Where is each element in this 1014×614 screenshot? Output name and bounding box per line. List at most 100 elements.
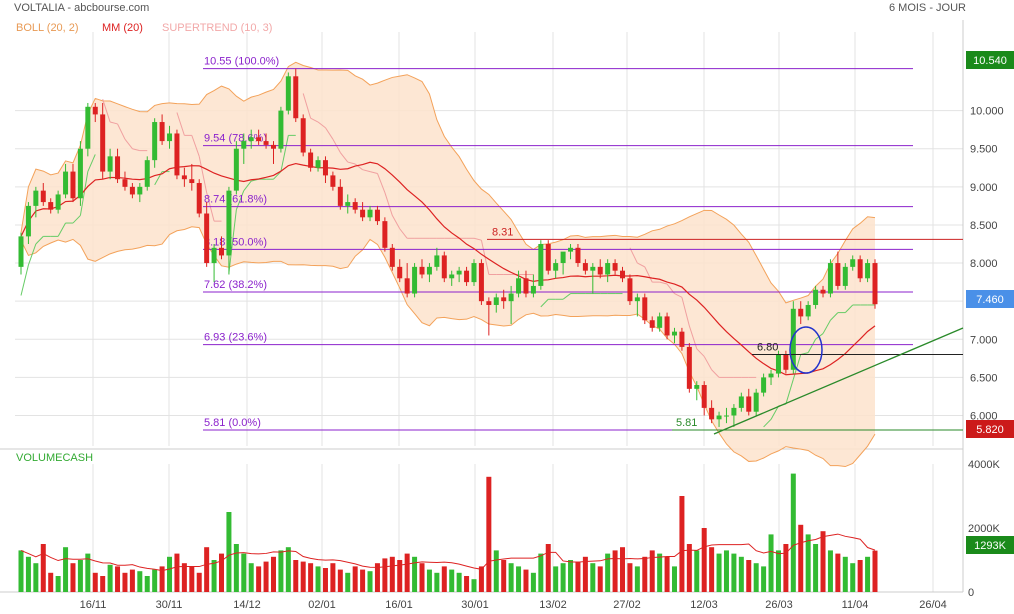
candle-body bbox=[723, 415, 729, 417]
candle-body bbox=[189, 179, 195, 184]
candle-body bbox=[835, 263, 841, 286]
volume-bar bbox=[144, 576, 150, 592]
volume-bar bbox=[686, 544, 692, 592]
candle-body bbox=[538, 244, 544, 286]
supertrend-segment bbox=[362, 169, 371, 173]
volume-bar bbox=[620, 547, 626, 592]
legend-boll[interactable]: BOLL (20, 2) bbox=[16, 22, 79, 34]
supertrend-segment bbox=[117, 123, 126, 140]
legend-supertrend[interactable]: SUPERTREND (10, 3) bbox=[162, 22, 273, 34]
volume-bar bbox=[464, 576, 470, 592]
candle-body bbox=[620, 270, 626, 279]
x-tick-label: 11/04 bbox=[842, 599, 869, 611]
supertrend-segment bbox=[807, 339, 817, 353]
volume-bar bbox=[664, 556, 670, 592]
volume-bar bbox=[486, 476, 492, 592]
last-price-badge-text: 7.460 bbox=[976, 294, 1004, 306]
supertrend-segment bbox=[20, 264, 29, 296]
top-price-badge-text: 10.540 bbox=[973, 55, 1007, 67]
mm-line bbox=[20, 161, 876, 376]
candle-body bbox=[167, 133, 173, 142]
supertrend-segment bbox=[132, 148, 140, 152]
candle-body bbox=[582, 263, 588, 271]
candle-body bbox=[219, 247, 225, 256]
candle-body bbox=[820, 289, 826, 294]
volume-bar bbox=[300, 561, 306, 592]
candle-body bbox=[738, 396, 744, 408]
volume-bar bbox=[397, 560, 403, 592]
top-price-badge bbox=[966, 51, 1014, 69]
candle-body bbox=[501, 297, 507, 302]
candle-body bbox=[434, 255, 440, 267]
supertrend-segment bbox=[198, 156, 208, 193]
legend-volume[interactable]: VOLUMECASH bbox=[16, 452, 94, 464]
supertrend-segment bbox=[191, 135, 200, 157]
volume-bar bbox=[330, 563, 336, 592]
volume-bar bbox=[731, 553, 737, 592]
price-badges: 10.540 7.460 5.820 1293K bbox=[966, 51, 1014, 554]
candle-body bbox=[560, 251, 566, 264]
candle-body bbox=[857, 259, 863, 279]
volume-bar bbox=[679, 496, 685, 592]
volume-bar bbox=[827, 550, 833, 592]
volume-bar bbox=[842, 556, 848, 592]
legend-mm[interactable]: MM (20) bbox=[102, 22, 143, 34]
volume-bar bbox=[471, 579, 477, 592]
trend-line bbox=[713, 327, 964, 435]
supertrend-segment bbox=[629, 247, 638, 264]
volume-bar bbox=[278, 550, 284, 592]
candle-body bbox=[761, 377, 767, 393]
candle-body bbox=[211, 247, 217, 264]
candle-body bbox=[553, 263, 559, 271]
candle-body bbox=[597, 266, 603, 275]
candle-body bbox=[92, 106, 98, 115]
candle-body bbox=[360, 209, 366, 218]
candle-body bbox=[827, 263, 833, 294]
supertrend-segment bbox=[35, 236, 44, 245]
candle-body bbox=[241, 141, 247, 149]
supertrend-segment bbox=[72, 215, 81, 224]
moving-average-line bbox=[20, 161, 876, 376]
volume-bar bbox=[820, 531, 826, 592]
candle-body bbox=[701, 385, 707, 408]
candle-body bbox=[671, 331, 677, 336]
candle-body bbox=[322, 160, 328, 176]
volume-bar bbox=[865, 556, 871, 592]
candle-body bbox=[523, 278, 529, 294]
volume-bar bbox=[716, 553, 722, 592]
fib-label: 6.93 (23.6%) bbox=[204, 332, 267, 344]
fib-label: 8.18 (50.0%) bbox=[204, 236, 267, 248]
supertrend-segment bbox=[562, 293, 571, 300]
candle-body bbox=[872, 263, 878, 305]
candle-body bbox=[263, 141, 269, 145]
supertrend-segment bbox=[57, 222, 66, 237]
candle-body bbox=[85, 106, 91, 149]
volume-bar bbox=[167, 556, 173, 592]
supertrend-segment bbox=[830, 312, 839, 321]
volume-bar bbox=[115, 566, 121, 592]
supertrend-segment bbox=[770, 405, 779, 420]
supertrend-segment bbox=[681, 297, 690, 327]
candle-body bbox=[709, 407, 715, 420]
supertrend-segment bbox=[785, 379, 794, 405]
candle-body bbox=[248, 137, 254, 142]
volume-bar bbox=[63, 547, 69, 592]
y-tick-label: 8.500 bbox=[970, 220, 998, 232]
volume-bar bbox=[738, 556, 744, 592]
period-label[interactable]: 6 MOIS - JOUR bbox=[888, 2, 966, 14]
candlestick-series bbox=[18, 68, 878, 427]
chart-title: VOLTALIA - abcbourse.com bbox=[14, 2, 150, 14]
volume-bar bbox=[701, 528, 707, 592]
candle-body bbox=[25, 205, 31, 237]
volume-bar bbox=[226, 512, 232, 592]
candle-body bbox=[226, 190, 232, 256]
volume-bar bbox=[382, 558, 388, 592]
volume-bar bbox=[345, 572, 351, 592]
supertrend-segment bbox=[310, 117, 319, 123]
y-tick-label: 6.500 bbox=[970, 372, 998, 384]
candle-body bbox=[657, 316, 663, 328]
candle-body bbox=[374, 209, 380, 222]
candle-body bbox=[382, 221, 388, 248]
candle-body bbox=[137, 186, 143, 195]
